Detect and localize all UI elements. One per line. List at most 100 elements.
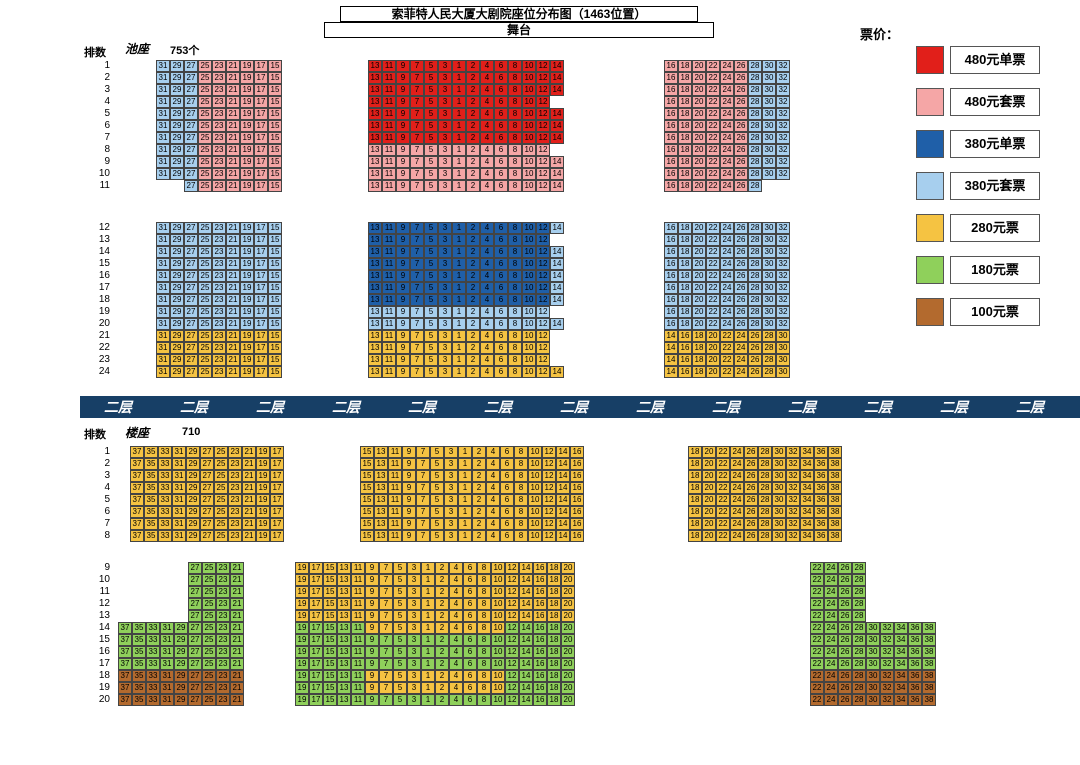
seat[interactable]: 11 bbox=[382, 306, 396, 318]
seat[interactable]: 15 bbox=[323, 574, 337, 586]
seat[interactable]: 3 bbox=[407, 562, 421, 574]
seat[interactable]: 26 bbox=[734, 60, 748, 72]
seat[interactable]: 2 bbox=[466, 72, 480, 84]
seat[interactable]: 13 bbox=[368, 258, 382, 270]
seat[interactable]: 28 bbox=[758, 518, 772, 530]
seat[interactable]: 26 bbox=[734, 270, 748, 282]
seat[interactable]: 4 bbox=[480, 306, 494, 318]
seat[interactable]: 18 bbox=[678, 258, 692, 270]
seat[interactable]: 14 bbox=[550, 84, 564, 96]
seat[interactable]: 3 bbox=[407, 658, 421, 670]
seat[interactable]: 22 bbox=[706, 294, 720, 306]
seat[interactable]: 24 bbox=[720, 270, 734, 282]
seat[interactable]: 16 bbox=[664, 318, 678, 330]
seat[interactable]: 19 bbox=[240, 120, 254, 132]
seat[interactable]: 4 bbox=[486, 458, 500, 470]
seat[interactable]: 35 bbox=[132, 670, 146, 682]
seat[interactable]: 23 bbox=[228, 518, 242, 530]
seat[interactable]: 18 bbox=[678, 234, 692, 246]
seat[interactable]: 28 bbox=[762, 330, 776, 342]
seat[interactable]: 29 bbox=[170, 294, 184, 306]
seat[interactable]: 5 bbox=[393, 682, 407, 694]
seat[interactable]: 30 bbox=[776, 354, 790, 366]
seat[interactable]: 35 bbox=[144, 506, 158, 518]
seat[interactable]: 20 bbox=[561, 682, 575, 694]
seat[interactable]: 24 bbox=[734, 366, 748, 378]
seat[interactable]: 23 bbox=[212, 234, 226, 246]
seat[interactable]: 19 bbox=[256, 518, 270, 530]
seat[interactable]: 38 bbox=[922, 646, 936, 658]
seat[interactable]: 6 bbox=[494, 354, 508, 366]
seat[interactable]: 30 bbox=[866, 670, 880, 682]
seat[interactable]: 14 bbox=[550, 282, 564, 294]
seat[interactable]: 7 bbox=[416, 518, 430, 530]
seat[interactable]: 19 bbox=[240, 246, 254, 258]
seat[interactable]: 2 bbox=[466, 282, 480, 294]
seat[interactable]: 18 bbox=[688, 482, 702, 494]
seat[interactable]: 32 bbox=[786, 446, 800, 458]
seat[interactable]: 25 bbox=[202, 562, 216, 574]
seat[interactable]: 17 bbox=[254, 108, 268, 120]
seat[interactable]: 19 bbox=[240, 354, 254, 366]
seat[interactable]: 18 bbox=[678, 168, 692, 180]
seat[interactable]: 34 bbox=[894, 658, 908, 670]
seat[interactable]: 22 bbox=[706, 282, 720, 294]
seat[interactable]: 20 bbox=[692, 168, 706, 180]
seat[interactable]: 8 bbox=[508, 246, 522, 258]
seat[interactable]: 24 bbox=[720, 144, 734, 156]
seat[interactable]: 37 bbox=[118, 634, 132, 646]
seat[interactable]: 29 bbox=[170, 156, 184, 168]
seat[interactable]: 21 bbox=[226, 96, 240, 108]
seat[interactable]: 16 bbox=[533, 670, 547, 682]
seat[interactable]: 15 bbox=[360, 494, 374, 506]
seat[interactable]: 26 bbox=[744, 506, 758, 518]
seat[interactable]: 16 bbox=[570, 482, 584, 494]
seat[interactable]: 19 bbox=[256, 458, 270, 470]
seat[interactable]: 20 bbox=[692, 84, 706, 96]
seat[interactable]: 31 bbox=[172, 518, 186, 530]
seat[interactable]: 24 bbox=[824, 562, 838, 574]
seat[interactable]: 15 bbox=[360, 446, 374, 458]
seat[interactable]: 15 bbox=[268, 96, 282, 108]
seat[interactable]: 7 bbox=[379, 562, 393, 574]
seat[interactable]: 9 bbox=[365, 574, 379, 586]
seat[interactable]: 29 bbox=[170, 132, 184, 144]
seat[interactable]: 25 bbox=[198, 96, 212, 108]
seat[interactable]: 25 bbox=[198, 330, 212, 342]
seat[interactable]: 22 bbox=[810, 658, 824, 670]
seat[interactable]: 30 bbox=[866, 682, 880, 694]
seat[interactable]: 24 bbox=[720, 120, 734, 132]
seat[interactable]: 26 bbox=[838, 610, 852, 622]
seat[interactable]: 9 bbox=[402, 494, 416, 506]
seat[interactable]: 22 bbox=[706, 168, 720, 180]
seat[interactable]: 18 bbox=[692, 342, 706, 354]
seat[interactable]: 34 bbox=[800, 482, 814, 494]
seat[interactable]: 1 bbox=[458, 518, 472, 530]
seat[interactable]: 8 bbox=[477, 658, 491, 670]
seat[interactable]: 33 bbox=[146, 694, 160, 706]
seat[interactable]: 13 bbox=[337, 694, 351, 706]
seat[interactable]: 6 bbox=[463, 670, 477, 682]
seat[interactable]: 16 bbox=[533, 622, 547, 634]
seat[interactable]: 23 bbox=[216, 658, 230, 670]
seat[interactable]: 25 bbox=[202, 574, 216, 586]
seat[interactable]: 17 bbox=[309, 562, 323, 574]
seat[interactable]: 33 bbox=[146, 670, 160, 682]
seat[interactable]: 32 bbox=[786, 482, 800, 494]
seat[interactable]: 27 bbox=[184, 270, 198, 282]
seat[interactable]: 3 bbox=[438, 330, 452, 342]
seat[interactable]: 10 bbox=[522, 354, 536, 366]
seat[interactable]: 4 bbox=[480, 120, 494, 132]
seat[interactable]: 35 bbox=[132, 682, 146, 694]
seat[interactable]: 8 bbox=[477, 646, 491, 658]
seat[interactable]: 30 bbox=[762, 318, 776, 330]
seat[interactable]: 20 bbox=[702, 446, 716, 458]
seat[interactable]: 14 bbox=[519, 610, 533, 622]
seat[interactable]: 23 bbox=[212, 180, 226, 192]
seat[interactable]: 1 bbox=[452, 354, 466, 366]
seat[interactable]: 24 bbox=[824, 610, 838, 622]
seat[interactable]: 32 bbox=[776, 234, 790, 246]
seat[interactable]: 27 bbox=[200, 458, 214, 470]
seat[interactable]: 20 bbox=[561, 634, 575, 646]
seat[interactable]: 19 bbox=[240, 258, 254, 270]
